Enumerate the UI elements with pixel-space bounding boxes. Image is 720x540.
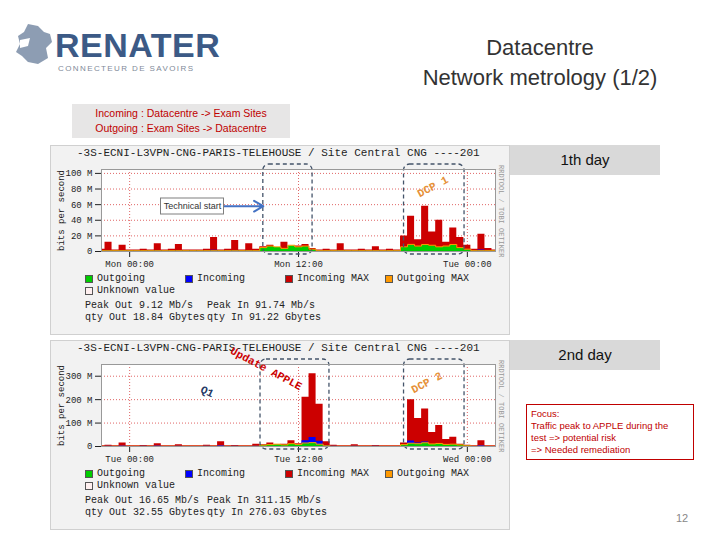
html-text:Incoming: Incoming bbox=[197, 468, 245, 479]
html-text:Outgoing: Outgoing bbox=[97, 273, 145, 284]
html-text:Technical start: Technical start bbox=[163, 200, 222, 211]
svg-text:Mon 00:00: Mon 00:00 bbox=[105, 260, 154, 270]
svg-text:40 M: 40 M bbox=[71, 216, 93, 226]
html-text:Peak Out 9.12 Mb/s: Peak Out 9.12 Mb/s bbox=[85, 300, 193, 311]
svg-text:Mon 12:00: Mon 12:00 bbox=[274, 260, 323, 270]
html-text:=> Needed remediation: => Needed remediation bbox=[531, 444, 631, 455]
html-text:Outgoing MAX: Outgoing MAX bbox=[397, 468, 469, 479]
svg-text:200 M: 200 M bbox=[65, 396, 92, 406]
html-text:RRDTOOL / TOBI OETIKER: RRDTOOL / TOBI OETIKER bbox=[497, 360, 505, 453]
html-text:RENATER: RENATER bbox=[55, 26, 221, 64]
html-text:DCP 2: DCP 2 bbox=[410, 369, 445, 396]
html-text:Peak In 91.74 Mb/s: Peak In 91.74 Mb/s bbox=[207, 300, 315, 311]
svg-text:Tue 00:00: Tue 00:00 bbox=[105, 455, 154, 465]
html-text:Peak In 311.15 Mb/s: Peak In 311.15 Mb/s bbox=[207, 495, 321, 506]
html-text:-3S-ECNI-L3VPN-CNG-PARIS-TELEH: -3S-ECNI-L3VPN-CNG-PARIS-TELEHOUSE / Sit… bbox=[77, 147, 480, 159]
svg-text:80 M: 80 M bbox=[71, 185, 93, 195]
html-text:Incoming: Incoming bbox=[197, 273, 245, 284]
html-text:Traffic peak to APPLE during t: Traffic peak to APPLE during the bbox=[531, 420, 669, 431]
html-text:Incoming MAX: Incoming MAX bbox=[297, 468, 369, 479]
svg-text:Tue 00:00: Tue 00:00 bbox=[443, 260, 492, 270]
html-text:Incoming : Datacentre -> Exam: Incoming : Datacentre -> Exam Sites bbox=[95, 107, 267, 119]
html-text:Outgoing: Outgoing bbox=[97, 468, 145, 479]
svg-text:60 M: 60 M bbox=[71, 201, 93, 211]
html-text:Datacentre: Datacentre bbox=[486, 35, 594, 60]
html-text:2nd day: 2nd day bbox=[558, 346, 612, 363]
html-text:RRDTOOL / TOBI OETIKER: RRDTOOL / TOBI OETIKER bbox=[497, 165, 505, 258]
html-text:-3S-ECNI-L3VPN-CNG-PARIS-TELEH: -3S-ECNI-L3VPN-CNG-PARIS-TELEHOUSE / Sit… bbox=[77, 342, 480, 354]
html-text:Focus:: Focus: bbox=[531, 408, 560, 419]
html-text:1th day: 1th day bbox=[560, 151, 610, 168]
svg-text:bits per second: bits per second bbox=[57, 170, 67, 251]
svg-text:0: 0 bbox=[87, 442, 92, 452]
html-text:Outgoing MAX: Outgoing MAX bbox=[397, 273, 469, 284]
svg-text:Tue 12:00: Tue 12:00 bbox=[274, 455, 323, 465]
html-text:Update APPLE: Update APPLE bbox=[227, 344, 304, 393]
html-text:qty Out 32.55 Gbytes qty In 27: qty Out 32.55 Gbytes qty In 276.03 Gbyte… bbox=[85, 507, 327, 518]
html-text:CONNECTEUR DE SAVOIRS: CONNECTEUR DE SAVOIRS bbox=[58, 64, 195, 73]
svg-text:300 M: 300 M bbox=[65, 372, 92, 382]
html-text:Outgoing : Exam Sites -> Datac: Outgoing : Exam Sites -> Datacentre bbox=[95, 122, 267, 134]
html-text:test => potential risk: test => potential risk bbox=[531, 432, 616, 443]
html-text:Unknown value: Unknown value bbox=[97, 480, 175, 491]
html-text:qty Out 18.84 Gbytes qty In 91: qty Out 18.84 Gbytes qty In 91.22 Gbytes bbox=[85, 312, 321, 323]
svg-text:20 M: 20 M bbox=[71, 232, 93, 242]
html-text:12: 12 bbox=[676, 512, 689, 524]
svg-text:Wed 00:00: Wed 00:00 bbox=[443, 455, 492, 465]
html-text:Incoming MAX: Incoming MAX bbox=[297, 273, 369, 284]
svg-text:bits per second: bits per second bbox=[57, 365, 67, 446]
svg-text:0: 0 bbox=[87, 247, 92, 257]
html-text:Q1: Q1 bbox=[198, 383, 216, 401]
html-text:DCP 1: DCP 1 bbox=[415, 173, 451, 200]
svg-text:100 M: 100 M bbox=[65, 419, 92, 429]
html-text:Peak Out 16.65 Mb/s: Peak Out 16.65 Mb/s bbox=[85, 495, 199, 506]
svg-text:100 M: 100 M bbox=[65, 169, 92, 179]
html-text:Network metrology (1/2): Network metrology (1/2) bbox=[422, 65, 658, 90]
html-text:Unknown value: Unknown value bbox=[97, 285, 175, 296]
